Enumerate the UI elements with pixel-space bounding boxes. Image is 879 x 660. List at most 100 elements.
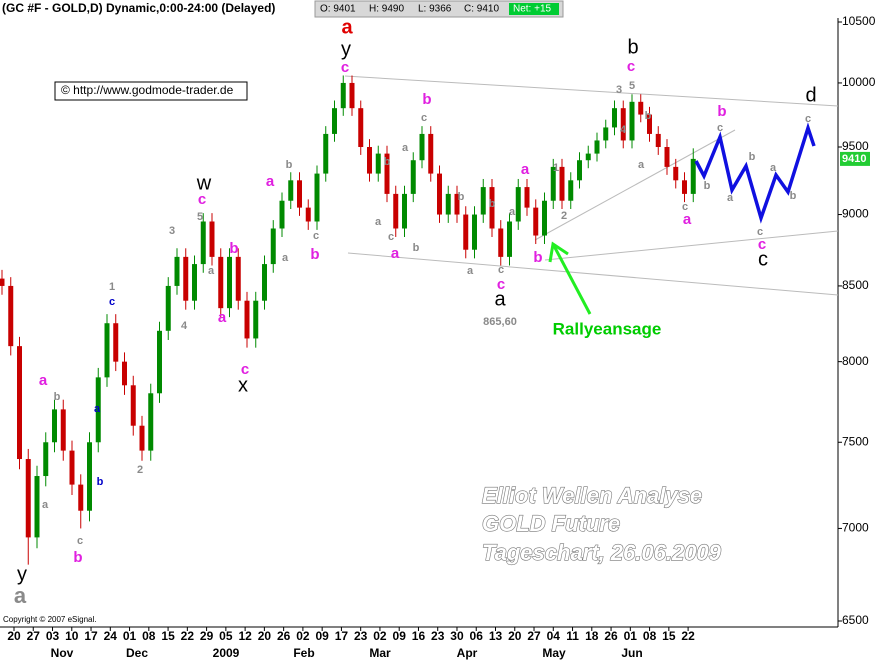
x-tick-label: 29 [200,629,214,643]
wave-label: b [717,103,726,120]
arrow [548,241,592,315]
wave-labels: y a a b a c b 1 c a b 2 3 4 w c 5 b a a … [14,16,817,608]
wave-label: b [73,549,82,566]
x-tick-label: 20 [7,629,21,643]
candle-body [130,385,136,426]
candle-body [244,300,250,339]
y-tick-label: 10500 [842,14,876,28]
candle-body [60,409,66,451]
x-tick-label: 18 [585,629,599,643]
candle-body [375,153,381,174]
link: © http://www.godmode-trader.de [61,83,234,97]
month-label: Dec [126,646,148,660]
x-tick-label: 24 [104,629,118,643]
candle-body [25,459,31,538]
month-label: Apr [457,646,478,660]
trend-line [347,252,839,296]
wave-label: a [42,499,49,511]
candle-body [515,187,521,222]
wave-label: c [757,226,763,238]
wave-label: y [17,563,27,585]
trend-line [534,129,736,241]
x-tick-label: 03 [46,629,60,643]
candle-body [559,166,565,201]
x-tick-label: 09 [315,629,329,643]
wave-label: b [310,246,319,263]
candle-body [620,108,626,141]
quote: C: 9410 [464,4,499,15]
quote: H: 9490 [369,4,404,15]
x-tick-label: 26 [604,629,618,643]
x-tick-label: 17 [84,629,98,643]
wave-label: b [97,476,104,488]
wave-label: c [341,59,349,76]
overlay-text: Elliot Wellen Analyse [482,483,702,508]
y-tick-label: 9000 [842,207,869,221]
wave-label: 2 [561,210,567,222]
wave-label: a [391,245,400,262]
candle-body [533,207,539,236]
x-tick-label: 16 [412,629,426,643]
wave-label: c [682,201,688,213]
wave-label: d [805,84,816,106]
candle-body [69,450,75,485]
x-tick-label: 30 [450,629,464,643]
candle-body [157,330,162,394]
candle-body [498,228,504,257]
arrow-shaft [551,243,592,315]
wave-label: b [458,191,465,203]
candle-body [148,393,154,451]
wave-label: a [521,161,530,178]
wave-label: 4 [620,124,627,136]
x-tick-label: 17 [335,629,349,643]
candle-body [200,221,206,265]
candle-body [367,147,372,174]
candle-body [104,323,110,378]
month-label: May [542,646,566,660]
candle-body [664,147,670,167]
x-tick-label: 11 [566,629,579,643]
x-tick-label: 09 [393,629,407,643]
candle-body [568,180,574,201]
x-tick-label: 15 [662,629,676,643]
wave-label: b [749,151,756,163]
candle-body [8,285,14,347]
wave-label: w [196,172,212,194]
candle-body [638,101,644,115]
price-tag-label: 9410 [842,153,866,165]
candle-body [393,193,399,229]
candle-body [410,160,416,194]
candle-body [87,442,92,511]
x-tick-label: 06 [470,629,484,643]
wave-label: a [266,173,275,190]
candle-body [323,133,329,174]
candle-body [0,278,5,286]
quote-box [314,0,564,18]
candle-body [297,180,302,208]
net-box [509,3,559,15]
price-tag [840,151,870,166]
candle-body [43,442,49,477]
x-tick-label: 22 [681,629,695,643]
wave-label: b [286,159,293,171]
candle-body [384,153,390,194]
y-tick-label: 10000 [842,75,876,89]
wave-label: 3 [616,84,622,96]
wave-label: b [229,240,238,257]
candle-body [270,228,276,265]
candle-body [682,180,687,194]
candle-body [454,193,460,215]
wave-label: c [627,58,635,75]
candle-body [445,193,451,215]
x-tick-label: 08 [643,629,657,643]
y-tick-label: 8000 [842,354,869,368]
wave-label: a [218,309,227,326]
trend-line [344,75,839,107]
y-tick-label: 8500 [842,278,869,292]
quote: Net: +15 [513,4,552,15]
candle-body [227,256,232,309]
trend-line [544,230,839,261]
candle-body [472,214,477,250]
wave-label: c [313,230,319,242]
